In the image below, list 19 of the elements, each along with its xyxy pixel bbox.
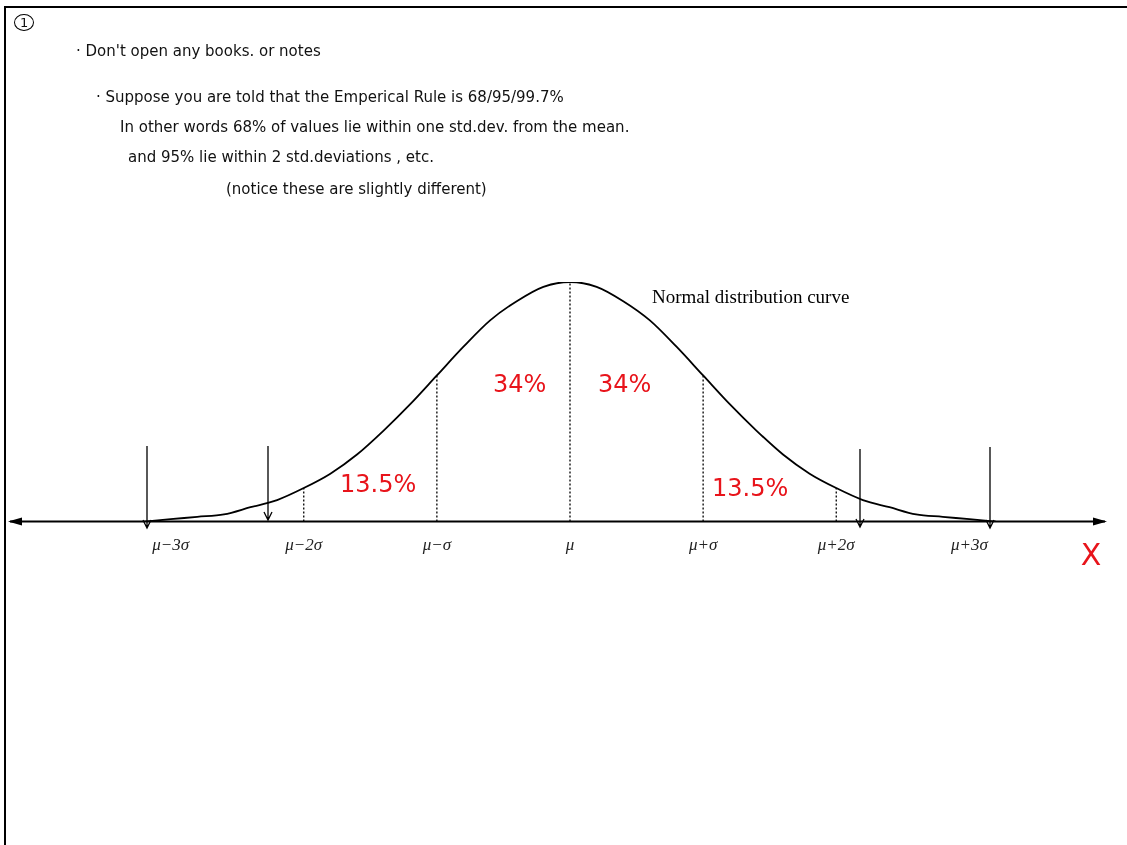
x-tick-label: μ−3σ bbox=[151, 535, 190, 555]
text: In other words 68% of values lie within one std.dev. from the mean. bbox=[120, 118, 630, 136]
x-tick-label: μ+3σ bbox=[949, 535, 989, 555]
annotation: 34% bbox=[493, 370, 547, 398]
x-tick-label: μ+σ bbox=[687, 535, 718, 555]
x-tick-label: μ−2σ bbox=[284, 535, 323, 555]
text: and 95% lie within 2 std.deviations , etc. bbox=[128, 148, 434, 166]
x-tick-label: μ−σ bbox=[421, 535, 452, 555]
x-axis-title: X bbox=[1080, 537, 1102, 573]
text: · Don't open any books. or notes bbox=[76, 42, 321, 60]
annotation: 13.5% bbox=[340, 470, 417, 498]
text: (notice these are slightly different) bbox=[226, 180, 487, 198]
text: 1 bbox=[14, 14, 35, 31]
text: · Suppose you are told that the Emperical Rule is 68/95/99.7% bbox=[96, 88, 564, 106]
annotation: 13.5% bbox=[712, 474, 789, 502]
x-tick-label: μ+2σ bbox=[816, 535, 856, 555]
series-label: Normal distribution curve bbox=[652, 285, 850, 307]
x-tick-label: μ bbox=[564, 535, 575, 555]
annotation: 34% bbox=[598, 370, 652, 398]
